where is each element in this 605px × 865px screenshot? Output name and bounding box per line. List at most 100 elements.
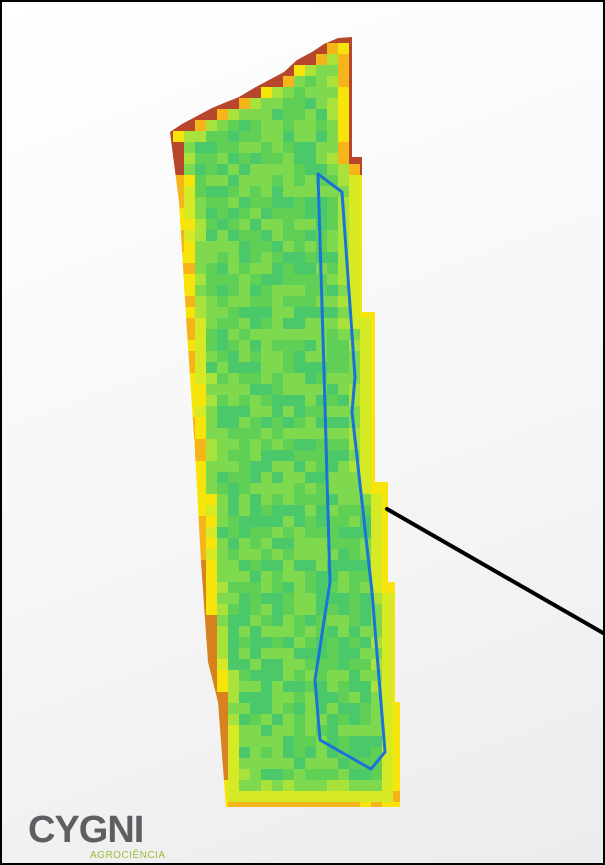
raster-cell xyxy=(239,703,251,715)
raster-cell xyxy=(239,538,251,550)
raster-cell xyxy=(195,692,207,704)
raster-cell xyxy=(272,560,284,572)
raster-cell xyxy=(173,659,185,671)
raster-cell xyxy=(184,395,196,407)
raster-cell xyxy=(404,472,416,484)
raster-cell xyxy=(217,538,229,550)
raster-cell xyxy=(250,593,262,605)
raster-cell xyxy=(195,340,207,352)
raster-cell xyxy=(206,340,218,352)
raster-cell xyxy=(250,153,262,165)
raster-cell xyxy=(360,549,372,561)
raster-cell xyxy=(184,593,196,605)
raster-cell xyxy=(316,472,328,484)
raster-cell xyxy=(349,725,361,737)
raster-cell xyxy=(228,252,240,264)
raster-cell xyxy=(272,329,284,341)
raster-cell xyxy=(261,494,273,506)
raster-cell xyxy=(239,274,251,286)
raster-cell xyxy=(327,593,339,605)
raster-cell xyxy=(184,461,196,473)
raster-cell xyxy=(173,428,185,440)
raster-cell xyxy=(382,516,394,528)
raster-cell xyxy=(294,208,306,220)
raster-cell xyxy=(371,703,383,715)
raster-cell xyxy=(283,483,295,495)
raster-cell xyxy=(338,571,350,583)
raster-cell xyxy=(360,109,372,121)
raster-cell xyxy=(349,758,361,770)
raster-cell xyxy=(184,714,196,726)
raster-cell xyxy=(316,505,328,517)
raster-cell xyxy=(349,813,361,825)
raster-cell xyxy=(272,384,284,396)
raster-cell xyxy=(170,736,174,748)
raster-cell xyxy=(272,439,284,451)
raster-cell xyxy=(393,351,400,363)
raster-cell xyxy=(305,560,317,572)
raster-cell xyxy=(170,703,174,715)
raster-cell xyxy=(228,802,240,807)
raster-cell xyxy=(228,175,240,187)
raster-cell xyxy=(283,175,295,187)
raster-cell xyxy=(250,109,262,121)
raster-cell xyxy=(294,637,306,649)
raster-cell xyxy=(393,736,400,748)
raster-cell xyxy=(272,296,284,308)
raster-cell xyxy=(173,351,185,363)
raster-cell xyxy=(250,208,262,220)
raster-cell xyxy=(294,142,306,154)
raster-cell xyxy=(184,197,196,209)
raster-cell xyxy=(239,208,251,220)
raster-cell xyxy=(283,43,295,55)
raster-cell xyxy=(382,307,394,319)
raster-cell xyxy=(195,439,207,451)
raster-cell xyxy=(371,274,383,286)
raster-cell xyxy=(338,450,350,462)
raster-cell xyxy=(170,340,174,352)
raster-cell xyxy=(217,186,229,198)
raster-cell xyxy=(283,747,295,759)
raster-cell xyxy=(250,791,262,803)
raster-cell xyxy=(261,230,273,242)
raster-cell xyxy=(170,659,174,671)
raster-cell xyxy=(261,120,273,132)
raster-cell xyxy=(184,637,196,649)
raster-cell xyxy=(283,494,295,506)
raster-cell xyxy=(272,219,284,231)
raster-cell xyxy=(404,285,416,297)
raster-cell xyxy=(393,428,400,440)
raster-cell xyxy=(393,296,400,308)
raster-cell xyxy=(382,65,394,77)
raster-cell xyxy=(382,362,394,374)
raster-cell xyxy=(173,747,185,759)
raster-cell xyxy=(272,538,284,550)
raster-cell xyxy=(294,340,306,352)
raster-cell xyxy=(338,274,350,286)
raster-cell xyxy=(360,626,372,638)
raster-cell xyxy=(195,351,207,363)
raster-cell xyxy=(371,318,383,330)
raster-cell xyxy=(305,780,317,792)
zone-outline[interactable] xyxy=(313,172,387,771)
raster-cell xyxy=(316,428,328,440)
raster-cell xyxy=(360,296,372,308)
raster-cell xyxy=(170,37,174,44)
raster-cell xyxy=(283,274,295,286)
raster-cell xyxy=(305,131,317,143)
raster-cell xyxy=(206,659,218,671)
raster-cell xyxy=(327,43,339,55)
raster-cell xyxy=(349,76,361,88)
raster-cell xyxy=(184,758,196,770)
raster-cell xyxy=(316,109,328,121)
raster-cell xyxy=(338,373,350,385)
raster-cell xyxy=(206,450,218,462)
raster-cell xyxy=(239,76,251,88)
raster-cell xyxy=(217,428,229,440)
raster-cell xyxy=(195,516,207,528)
raster-cell xyxy=(327,461,339,473)
raster-cell xyxy=(239,395,251,407)
raster-cell xyxy=(239,373,251,385)
raster-cell xyxy=(239,98,251,110)
